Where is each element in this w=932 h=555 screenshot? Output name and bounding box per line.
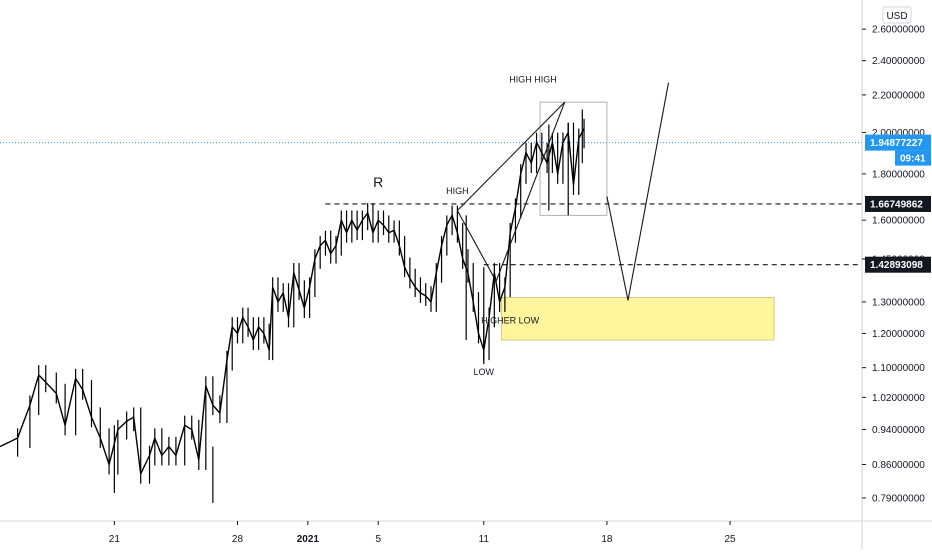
pattern-line <box>457 101 566 211</box>
demand-zone-layer <box>500 101 775 341</box>
y-tick-label: 1.80000000 <box>872 169 925 180</box>
y-tick-label: 1.10000000 <box>872 363 925 374</box>
y-tick-label: 2.40000000 <box>872 56 925 67</box>
y-tick-label: 2.60000000 <box>872 25 925 36</box>
annotation-label: R <box>373 174 383 190</box>
demand-zone-rect <box>500 297 775 341</box>
annotation-label: HIGH <box>446 186 469 196</box>
pattern-line <box>456 101 566 283</box>
price-series-line <box>0 128 585 475</box>
y-tick-label: 0.86000000 <box>872 460 925 471</box>
annotation-label: HIGH HIGH <box>509 75 557 85</box>
x-tick-label: 28 <box>232 534 244 545</box>
currency-badge-text: USD <box>886 11 907 22</box>
range-box <box>539 101 608 216</box>
currency-badge[interactable]: USD <box>882 6 912 24</box>
x-tick-label: 25 <box>724 534 736 545</box>
support-price-tag: 1.42893098 <box>865 256 931 273</box>
countdown-tag-text: 09:41 <box>900 154 926 165</box>
y-tick-label: 0.79000000 <box>872 493 925 504</box>
last-price-tag: 1.94877227 09:41 <box>865 134 931 166</box>
y-tick-label: 1.30000000 <box>872 297 925 308</box>
level-lines-layer <box>0 142 862 266</box>
x-tick-label: 21 <box>109 534 121 545</box>
pattern-line <box>606 82 670 301</box>
y-tick-label: 1.60000000 <box>872 216 925 227</box>
y-tick-label: 1.02000000 <box>872 393 925 404</box>
annotation-label: LOW <box>474 367 495 377</box>
price-tag-bg <box>865 195 931 212</box>
pattern-lines-layer <box>456 82 670 301</box>
y-tick-label: 1.20000000 <box>872 329 925 340</box>
annotation-label: HIGHER LOW <box>481 316 540 326</box>
price-tag-bg <box>865 256 931 273</box>
y-tick-label: 0.94000000 <box>872 425 925 436</box>
countdown-tag-bg <box>895 150 931 166</box>
annotations-layer: R HIGH HIGH HIGH LOW HIGHER LOW <box>373 75 557 377</box>
price-tag-text: 1.66749862 <box>870 199 923 210</box>
x-tick-label: 11 <box>479 534 490 545</box>
y-tick-label: 2.20000000 <box>872 90 925 101</box>
x-tick-label: 5 <box>375 534 381 545</box>
x-tick-label: 2021 <box>297 534 320 545</box>
price-series-layer <box>0 109 585 503</box>
resistance-price-tag: 1.66749862 <box>865 195 931 212</box>
last-price-tag-bg <box>865 134 931 151</box>
last-price-tag-text: 1.94877227 <box>870 138 923 149</box>
y-tick-label: 2.00000000 <box>872 128 925 139</box>
x-tick-label: 18 <box>601 534 613 545</box>
currency-badge-frame <box>882 6 912 24</box>
price-tag-text: 1.42893098 <box>870 260 923 271</box>
